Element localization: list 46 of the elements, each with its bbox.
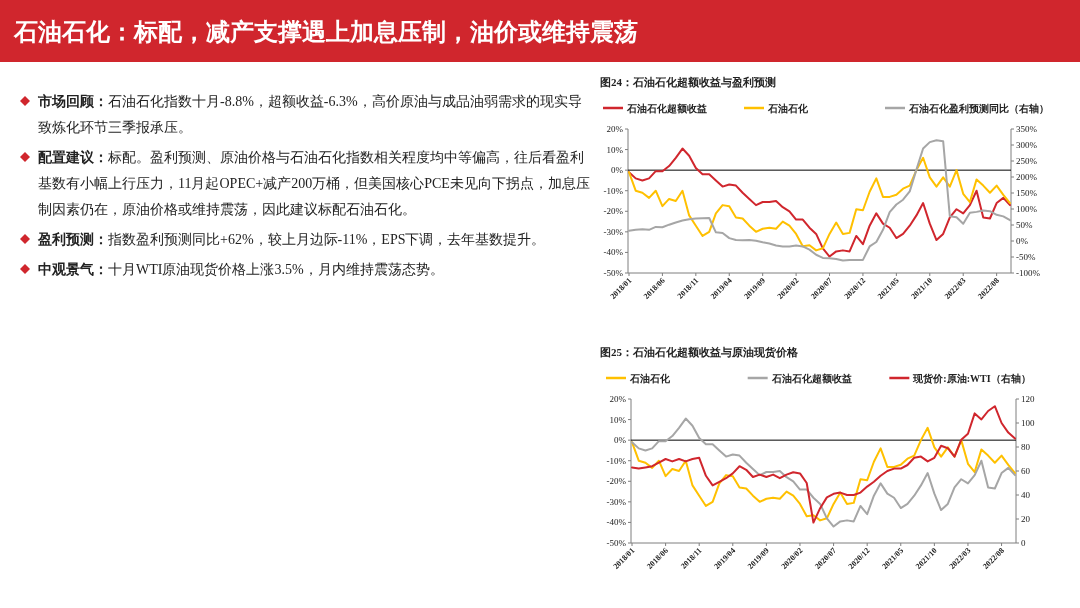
- text: 石油石化：标配，减产支撑遇上加息压制，油价或维持震荡: [13, 18, 638, 45]
- y2-tick-label: 120: [1021, 394, 1035, 404]
- y-tick-label: -50%: [603, 268, 624, 278]
- legend-label: 现货价:原油:WTI（右轴）: [912, 373, 1031, 384]
- text: 中观景气：十月WTI原油现货价格上涨3.5%，月内维持震荡态势。: [38, 262, 444, 277]
- legend-label: 石油石化超额收益: [770, 373, 852, 384]
- y2-tick-label: 350%: [1016, 124, 1038, 134]
- y2-tick-label: 0%: [1016, 236, 1029, 246]
- legend-label: 石油石化盈利预测同比（右轴）: [908, 103, 1049, 114]
- text: 配置建议：标配。盈利预测、原油价格与石油石化指数相关程度均中等偏高，往后看盈利基数有小幅上行压力，11月起OPEC+减产200万桶，但美国核心PCE未见向下拐点，加息压制因素仍在，原油价格或维持震荡，因此建议标配石油石化。: [38, 149, 590, 217]
- y-tick-label: 10%: [609, 414, 627, 425]
- y-tick-label: -30%: [606, 496, 627, 507]
- text: 市场回顾：石油石化指数十月-8.8%，超额收益-6.3%，高价原油与成品油弱需求的现实导致炼化环节三季报承压。: [37, 93, 582, 135]
- y-tick-label: -40%: [603, 247, 624, 258]
- y-tick-label: 20%: [609, 394, 627, 404]
- y-tick-label: 0%: [614, 435, 627, 446]
- y2-tick-label: 0: [1021, 538, 1026, 548]
- text: 盈利预测：指数盈利预测同比+62%，较上月边际-11%，EPS下调，去年基数提升。: [37, 232, 546, 247]
- y2-tick-label: 150%: [1016, 188, 1038, 198]
- y-tick-label: -10%: [603, 185, 624, 196]
- y2-tick-label: 100%: [1016, 204, 1038, 214]
- y-tick-label: -40%: [606, 517, 627, 528]
- y2-tick-label: 300%: [1016, 140, 1038, 150]
- chart-title: 图24：石油石化超额收益与盈利预测: [600, 76, 776, 88]
- legend-label: 石油石化: [767, 103, 809, 114]
- y2-tick-label: 250%: [1016, 156, 1038, 166]
- y-tick-label: 10%: [606, 144, 624, 155]
- y2-tick-label: 20: [1021, 514, 1031, 524]
- y2-tick-label: 200%: [1016, 172, 1038, 182]
- y2-tick-label: 80: [1021, 442, 1031, 452]
- y2-tick-label: 40: [1021, 490, 1031, 500]
- legend-label: 石油石化: [629, 373, 671, 384]
- y-tick-label: -30%: [603, 226, 624, 237]
- chart-title: 图25：石油石化超额收益与原油现货价格: [600, 346, 799, 359]
- y-tick-label: -50%: [606, 538, 627, 548]
- y2-tick-label: -50%: [1016, 252, 1036, 262]
- y-tick-label: -20%: [603, 206, 624, 217]
- y-tick-label: 0%: [611, 165, 624, 176]
- y-tick-label: 20%: [606, 124, 624, 134]
- y2-tick-label: 100: [1021, 418, 1035, 428]
- legend-label: 石油石化超额收益: [626, 103, 707, 114]
- y-tick-label: -20%: [606, 476, 627, 487]
- y2-tick-label: -100%: [1016, 268, 1041, 278]
- y2-tick-label: 60: [1021, 466, 1031, 476]
- y-tick-label: -10%: [606, 455, 627, 466]
- y2-tick-label: 50%: [1016, 220, 1033, 230]
